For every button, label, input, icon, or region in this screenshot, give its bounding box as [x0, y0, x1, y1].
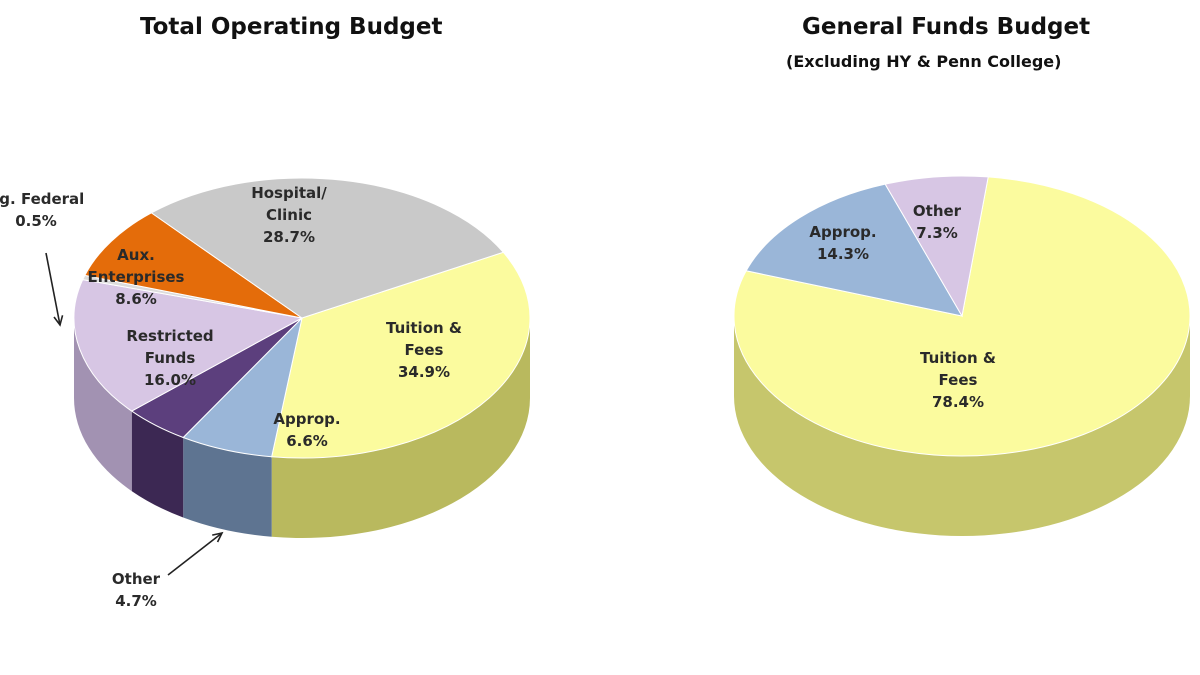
slice-label-6-line-2: Enterprises [88, 268, 185, 286]
chart-title-total-operating-budget: Total Operating Budget [140, 14, 443, 40]
slice-label-7-line-1: Hospital/ [251, 184, 327, 202]
pie-chart-1: Tuition & Fees 34.9% Approp. 6.6% Other 4.7% Re… [0, 177, 531, 610]
chart-subtitle-general-funds: (Excluding HY & Penn College) [786, 52, 1062, 71]
slice-label-1-line-1: Tuition & [386, 319, 462, 337]
slice-label-1-line-1: Tuition & [920, 349, 996, 367]
callout-arrowhead-5 [53, 315, 64, 327]
slice-label-4-line-1: Restricted [126, 327, 213, 345]
pie-labels: Tuition & Fees 78.4% Approp. 14.3% Other 7.3% [809, 202, 996, 411]
slice-label-5-line-2: 0.5% [15, 212, 57, 230]
pie-side-1 [734, 316, 1190, 536]
pie-slice-6 [84, 212, 303, 319]
pie-slice-3 [884, 175, 989, 318]
slice-label-4-line-3: 16.0% [144, 371, 196, 389]
pie-side-walls [74, 318, 530, 538]
slice-label-5-line-1: Ag. Federal [0, 190, 84, 208]
chart-title-general-funds-budget: General Funds Budget [802, 14, 1091, 40]
slice-label-7-line-2: Clinic [266, 206, 312, 224]
pie-top-slices [733, 175, 1191, 457]
slice-label-6-line-3: 8.6% [115, 290, 157, 308]
slice-label-2-line-2: 6.6% [286, 432, 328, 450]
slice-label-1-line-2: Fees [939, 371, 978, 389]
slice-label-3-line-2: 4.7% [115, 592, 157, 610]
pie-slice-7 [150, 177, 505, 319]
pie-side-4 [74, 318, 132, 492]
slice-label-4-line-2: Funds [145, 349, 196, 367]
pie-slice-2 [745, 183, 963, 317]
callout-arrow-3 [167, 532, 223, 576]
slice-label-3-line-1: Other [112, 570, 161, 588]
slice-label-2-line-2: 14.3% [817, 245, 869, 263]
slice-label-2-line-1: Approp. [809, 223, 876, 241]
pie-slice-1 [271, 251, 531, 459]
slice-label-1-line-3: 34.9% [398, 363, 450, 381]
pie-side-3 [131, 411, 184, 518]
pie-side-walls [734, 316, 1190, 536]
slice-label-3-line-1: Other [913, 202, 962, 220]
slice-label-3-line-2: 7.3% [916, 224, 958, 242]
callout-arrow-5 [45, 252, 61, 326]
pie-side-1 [271, 318, 530, 538]
slice-label-1-line-3: 78.4% [932, 393, 984, 411]
pie-top-slices [73, 177, 531, 459]
callout-arrowhead-3 [212, 531, 224, 543]
pie-labels: Tuition & Fees 34.9% Approp. 6.6% Other 4.7% Re… [0, 184, 462, 610]
pie-chart-2: Tuition & Fees 78.4% Approp. 14.3% Other 7.3% [733, 175, 1191, 536]
slice-label-7-line-3: 28.7% [263, 228, 315, 246]
pie-slice-4 [73, 279, 304, 412]
slice-label-2-line-1: Approp. [273, 410, 340, 428]
pie-side-2 [183, 437, 272, 537]
slice-label-1-line-2: Fees [405, 341, 444, 359]
slice-label-6-line-1: Aux. [117, 246, 155, 264]
